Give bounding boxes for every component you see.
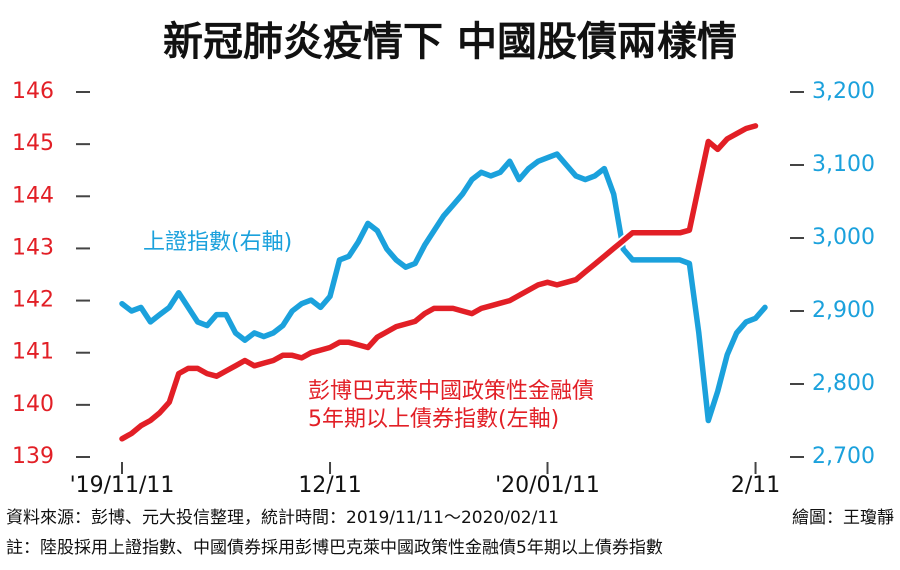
annotation: 5年期以上債券指數(左軸) (308, 407, 559, 432)
y-tick-label: 143 (12, 235, 54, 260)
y2-tick-label: 2,700 (812, 444, 875, 469)
x-tick-label: 12/11 (298, 473, 361, 498)
y2-tick-label: 3,000 (812, 225, 875, 250)
x-tick-label: 2/11 (731, 473, 780, 498)
note: 註：陸股採用上證指數、中國債券採用彭博巴克萊中國政策性金融債5年期以上債券指數 (6, 538, 663, 558)
y2-tick-label: 3,200 (812, 79, 875, 104)
source: 資料來源：彭博、元大投信整理，統計時間：2019/11/11～2020/02/1… (6, 508, 559, 528)
credit: 繪圖：王瓊靜 (792, 508, 894, 528)
y2-tick-label: 3,100 (812, 152, 875, 177)
y2-tick-label: 2,900 (812, 298, 875, 323)
annotation: 彭博巴克萊中國政策性金融債 (308, 379, 594, 404)
y-tick-label: 145 (12, 131, 54, 156)
y2-tick-label: 2,800 (812, 371, 875, 396)
y-tick-label: 141 (12, 340, 54, 365)
annotation: 上證指數(右軸) (143, 230, 292, 255)
x-tick-label: '20/01/11 (495, 473, 600, 498)
y-tick-label: 140 (12, 392, 54, 417)
y-tick-label: 142 (12, 288, 54, 313)
y-tick-label: 144 (12, 183, 54, 208)
x-tick-label: '19/11/11 (70, 473, 175, 498)
series-line (119, 123, 759, 442)
y-tick-label: 139 (12, 444, 54, 469)
series-line (119, 151, 768, 424)
y-tick-label: 146 (12, 79, 54, 104)
chart-title: 新冠肺炎疫情下 中國股債兩樣情 (163, 19, 737, 65)
